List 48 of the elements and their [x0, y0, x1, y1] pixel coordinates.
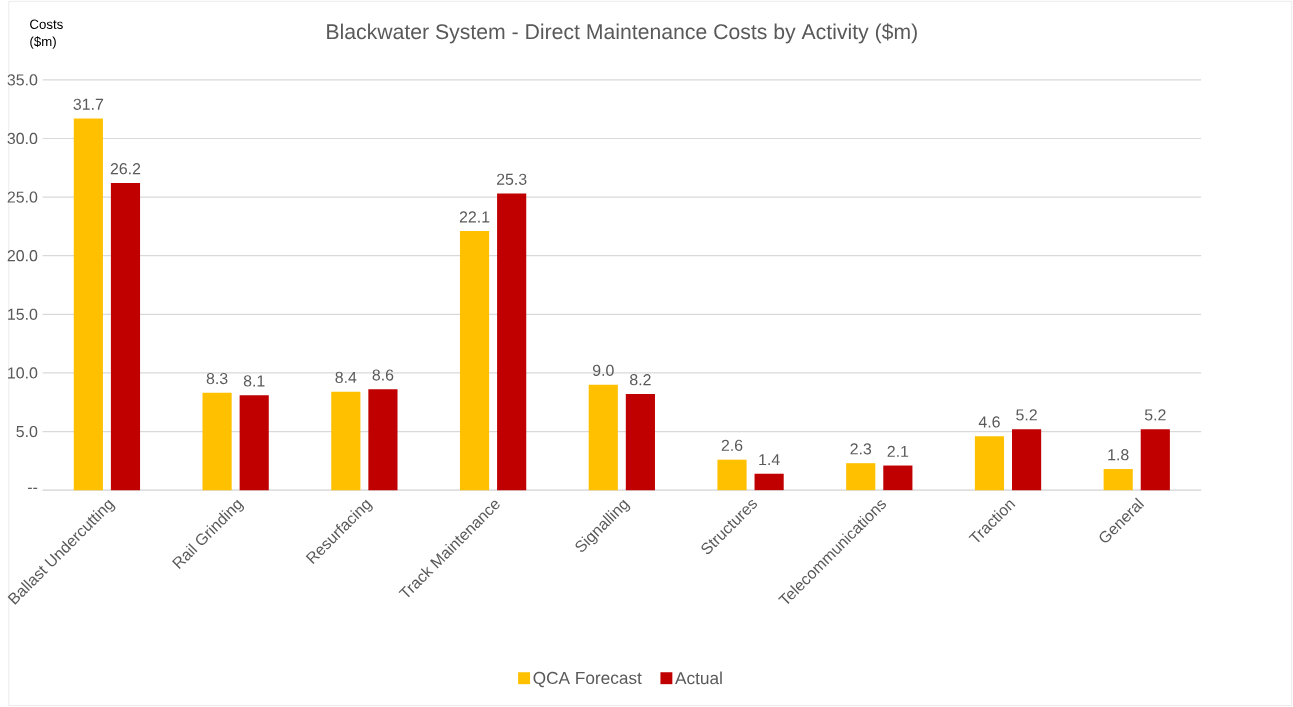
- bar: [974, 436, 1005, 491]
- bar: [239, 395, 269, 491]
- bar: [73, 118, 103, 491]
- bar: [110, 183, 141, 491]
- bar: [1140, 429, 1170, 491]
- y-tick-label: 10.0: [8, 367, 38, 379]
- data-label: 2.3: [850, 443, 872, 455]
- data-label: 8.2: [630, 374, 651, 386]
- data-label: 5.2: [1016, 409, 1037, 421]
- data-label: 8.3: [206, 372, 228, 385]
- y-tick-label: 15.0: [8, 308, 38, 320]
- data-label: 8.4: [335, 371, 357, 384]
- data-label: 25.3: [496, 173, 527, 185]
- y-tick-label: 5.0: [16, 425, 38, 438]
- data-label: 2.6: [721, 439, 743, 452]
- bar: [588, 384, 618, 491]
- y-tick-label: 35.0: [7, 74, 38, 86]
- legend-label: Actual: [675, 671, 722, 685]
- bar: [754, 473, 784, 491]
- data-label: 22.1: [459, 211, 490, 223]
- bar: [497, 193, 527, 491]
- bar: [202, 392, 232, 491]
- bar: [1012, 429, 1042, 491]
- y-tick-label: 20.0: [7, 250, 38, 262]
- bar: [1103, 469, 1133, 491]
- data-label: 5.2: [1144, 409, 1166, 421]
- bar: [459, 231, 490, 491]
- y-axis-title: Costs ($m): [30, 19, 63, 49]
- bar: [846, 463, 876, 491]
- bar: [331, 391, 361, 491]
- y-tick-label: 30.0: [7, 132, 38, 145]
- bar: [883, 465, 913, 491]
- data-label: 26.2: [110, 163, 141, 175]
- bar: [625, 394, 655, 491]
- y-tick-label: 25.0: [7, 191, 38, 203]
- data-label: 8.6: [372, 369, 394, 381]
- data-label: 4.6: [978, 416, 1000, 428]
- data-label: 9.0: [592, 364, 614, 377]
- data-label: 2.1: [887, 445, 909, 457]
- data-label: 1.4: [759, 454, 780, 466]
- data-label: 1.8: [1108, 449, 1129, 461]
- y-tick-label: --: [27, 487, 38, 490]
- data-label: 31.7: [73, 98, 104, 110]
- legend-label: QCA Forecast: [533, 671, 642, 688]
- data-label: 8.1: [243, 375, 265, 387]
- chart-title: Blackwater System - Direct Maintenance Costs by Activity ($m): [327, 23, 917, 44]
- bar: [717, 459, 747, 491]
- bar: [368, 389, 398, 491]
